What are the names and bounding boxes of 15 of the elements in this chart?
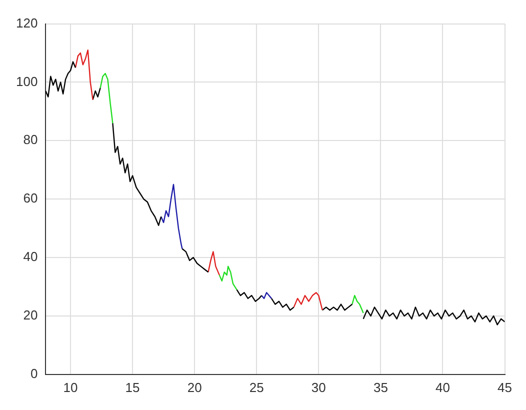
y-tick-label: 20 xyxy=(23,308,38,323)
y-tick-label: 120 xyxy=(16,15,38,30)
y-tick-label: 40 xyxy=(23,249,38,264)
x-tick-label: 45 xyxy=(498,380,512,395)
y-tick-label: 60 xyxy=(23,190,38,206)
y-tick-label: 100 xyxy=(16,74,38,89)
y-tick-label: 0 xyxy=(30,366,38,381)
x-tick-label: 20 xyxy=(187,380,202,395)
x-tick-label: 30 xyxy=(311,380,326,395)
y-tick-label: 80 xyxy=(23,132,38,148)
x-tick-label: 35 xyxy=(373,380,388,395)
x-tick-label: 10 xyxy=(63,380,78,395)
x-tick-label: 40 xyxy=(436,380,450,395)
x-tick-label: 25 xyxy=(249,380,264,395)
x-tick-label: 15 xyxy=(125,380,140,395)
